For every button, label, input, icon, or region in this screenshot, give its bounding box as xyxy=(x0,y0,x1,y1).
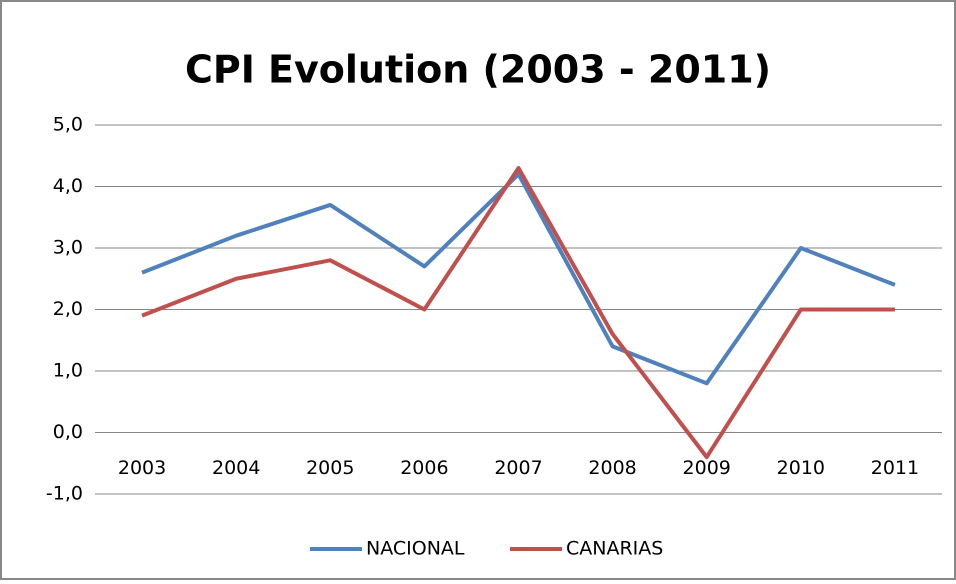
x-tick-label: 2011 xyxy=(871,457,919,479)
chart-title: CPI Evolution (2003 - 2011) xyxy=(185,48,771,92)
x-tick-label: 2007 xyxy=(494,457,542,479)
y-tick-label: 0,0 xyxy=(53,421,83,443)
y-tick-label: 5,0 xyxy=(53,114,83,136)
x-tick-label: 2005 xyxy=(306,457,354,479)
x-tick-label: 2006 xyxy=(400,457,448,479)
y-tick-label: 1,0 xyxy=(53,360,83,382)
series-line xyxy=(141,172,896,386)
x-tick-label: 2003 xyxy=(118,457,166,479)
x-tick-label: 2008 xyxy=(588,457,636,479)
legend-label: CANARIAS xyxy=(566,538,663,560)
y-tick-label: 3,0 xyxy=(53,237,83,259)
x-tick-label: 2004 xyxy=(212,457,260,479)
x-tick-label: 2009 xyxy=(683,457,731,479)
x-tick-label: 2010 xyxy=(777,457,825,479)
y-tick-label: 4,0 xyxy=(53,175,83,197)
series-line xyxy=(141,166,895,460)
legend-label: NACIONAL xyxy=(366,538,465,560)
y-tick-label: -1,0 xyxy=(46,483,83,505)
y-tick-label: 2,0 xyxy=(53,298,83,320)
